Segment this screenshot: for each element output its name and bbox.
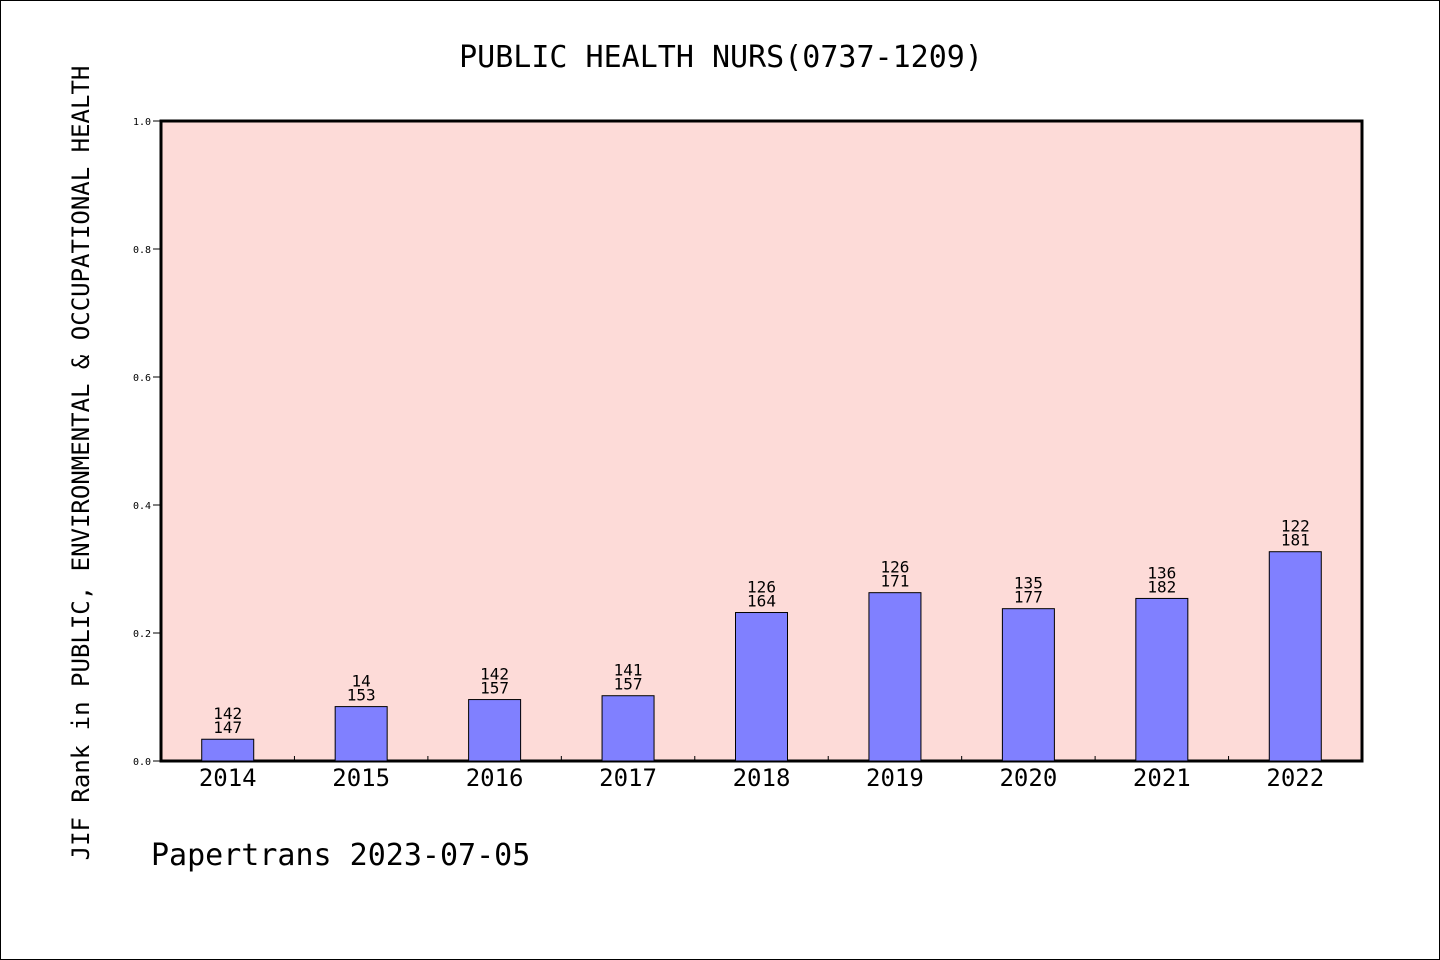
y-tick-label: 0.4 (133, 501, 151, 512)
bar-rank-label: 136 (1147, 563, 1176, 582)
bar-total-label: 181 (1281, 531, 1310, 550)
bar-total-label: 164 (747, 592, 776, 611)
y-tick-label: 0.8 (133, 245, 151, 256)
x-tick-label: 2016 (466, 764, 524, 792)
x-tick-label: 2018 (733, 764, 791, 792)
bar-rank-label: 141 (614, 661, 643, 680)
bar-total-label: 182 (1147, 577, 1176, 596)
bar-2014 (201, 738, 255, 762)
y-axis-ticks: 0.0 0.2 0.4 0.6 0.8 1.0 (133, 117, 161, 768)
x-tick-label: 2014 (199, 764, 257, 792)
x-axis-ticks: 2014 2015 2016 2017 2018 2019 2020 2021 2022 (199, 756, 1324, 792)
x-tick-label: 2022 (1266, 764, 1324, 792)
bar-total-label: 153 (347, 686, 376, 705)
bar-2019 (868, 592, 922, 762)
bar-rank-label: 126 (880, 558, 909, 577)
chart-title: PUBLIC HEALTH NURS(0737-1209) (459, 40, 983, 75)
y-tick-label: 0.6 (133, 373, 151, 384)
footer-credit: Papertrans 2023-07-05 (151, 838, 530, 873)
x-tick-label: 2020 (999, 764, 1057, 792)
bar-rank-label: 142 (213, 704, 242, 723)
bar-total-label: 157 (480, 679, 509, 698)
y-tick-label: 0.0 (133, 757, 151, 768)
bar-rank-label: 135 (1014, 574, 1043, 593)
bar-total-label: 147 (213, 718, 242, 737)
bar-2016 (468, 699, 522, 762)
bar-total-label: 157 (614, 675, 643, 694)
bars-group (201, 551, 1322, 762)
bar-2017 (601, 695, 655, 762)
y-axis-label: JIF Rank in PUBLIC, ENVIRONMENTAL & OCCU… (67, 66, 95, 861)
bar-2021 (1135, 597, 1189, 762)
bar-2018 (735, 612, 788, 762)
bar-2015 (334, 706, 388, 762)
bar-2022 (1268, 551, 1322, 762)
x-tick-label: 2017 (599, 764, 657, 792)
bar-2020 (1001, 608, 1055, 762)
bar-rank-label: 142 (480, 665, 509, 684)
y-tick-label: 0.2 (133, 629, 151, 640)
x-tick-label: 2019 (866, 764, 924, 792)
x-tick-label: 2021 (1133, 764, 1191, 792)
bar-rank-label: 14 (352, 672, 371, 691)
bar-total-label: 177 (1014, 588, 1043, 607)
bar-rank-label: 126 (747, 578, 776, 597)
x-tick-label: 2015 (332, 764, 390, 792)
bar-total-label: 171 (880, 572, 909, 591)
bar-rank-label: 122 (1281, 517, 1310, 536)
y-tick-label: 1.0 (133, 117, 151, 128)
